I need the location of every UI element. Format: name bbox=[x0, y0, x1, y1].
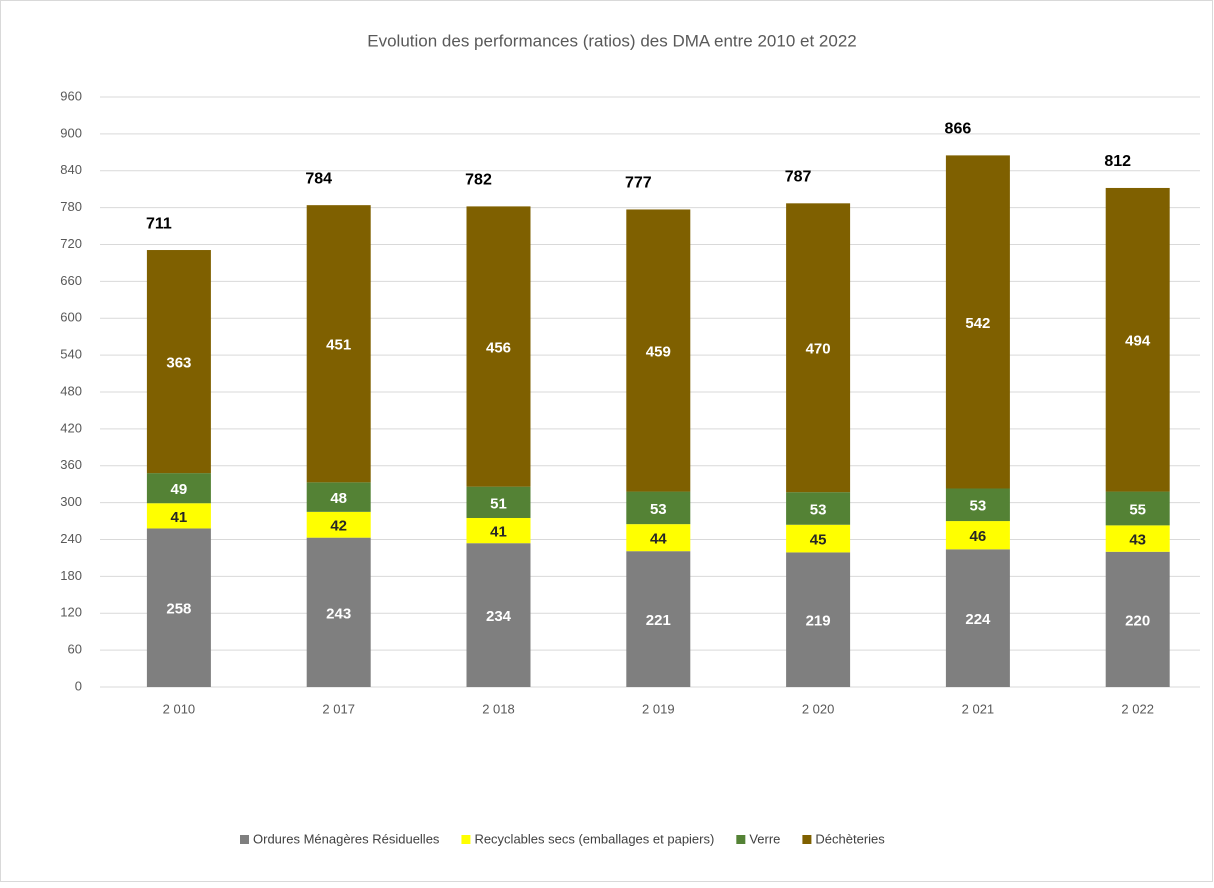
chart-title: Evolution des performances (ratios) des … bbox=[367, 31, 857, 50]
y-tick-label: 720 bbox=[60, 236, 82, 251]
data-label: 49 bbox=[171, 481, 188, 498]
data-label: 45 bbox=[810, 532, 827, 549]
y-tick-label: 420 bbox=[60, 420, 82, 435]
y-tick-label: 540 bbox=[60, 347, 82, 362]
bar-segment bbox=[306, 511, 371, 538]
x-tick-label: 2 020 bbox=[802, 701, 835, 716]
x-tick-label: 2 022 bbox=[1121, 701, 1154, 716]
bar-segment bbox=[146, 250, 211, 474]
data-label: 470 bbox=[806, 341, 831, 358]
bar-segment bbox=[786, 203, 851, 493]
total-label: 784 bbox=[305, 170, 332, 187]
bar-segment bbox=[466, 517, 531, 544]
data-label: 53 bbox=[970, 498, 987, 515]
data-label: 43 bbox=[1129, 532, 1146, 549]
bar-segment bbox=[786, 492, 851, 525]
total-label: 812 bbox=[1104, 153, 1131, 170]
bar-segment bbox=[945, 521, 1010, 550]
bar-segment bbox=[1105, 491, 1170, 526]
data-label: 234 bbox=[486, 608, 512, 625]
x-tick-label: 2 010 bbox=[163, 701, 196, 716]
data-label: 221 bbox=[646, 612, 671, 629]
y-tick-label: 180 bbox=[60, 568, 82, 583]
total-label: 711 bbox=[146, 215, 172, 232]
y-tick-label: 780 bbox=[60, 199, 82, 214]
legend-swatch bbox=[461, 835, 471, 844]
y-tick-label: 840 bbox=[60, 162, 82, 177]
data-label: 48 bbox=[330, 490, 347, 507]
data-label: 44 bbox=[650, 531, 667, 548]
total-label: 787 bbox=[785, 169, 812, 186]
bar-segment bbox=[306, 205, 371, 483]
legend-label: Déchèteries bbox=[815, 831, 885, 846]
legend-swatch bbox=[802, 835, 812, 844]
bar-segment bbox=[466, 486, 531, 518]
bar-segment bbox=[945, 155, 1010, 489]
data-label: 258 bbox=[166, 601, 191, 618]
y-tick-label: 600 bbox=[60, 310, 82, 325]
legend-swatch bbox=[736, 835, 746, 844]
bar-segment bbox=[1105, 187, 1170, 492]
bar-segment bbox=[626, 524, 691, 552]
bar-segment bbox=[146, 528, 211, 687]
y-tick-label: 360 bbox=[60, 457, 82, 472]
total-label: 777 bbox=[625, 175, 652, 192]
x-tick-label: 2 021 bbox=[962, 701, 995, 716]
data-label: 243 bbox=[326, 605, 351, 622]
data-label: 42 bbox=[330, 518, 347, 535]
bar-segment bbox=[786, 524, 851, 553]
total-label: 866 bbox=[945, 121, 972, 138]
data-label: 51 bbox=[490, 495, 507, 512]
data-label: 53 bbox=[810, 501, 827, 518]
x-tick-label: 2 017 bbox=[322, 701, 355, 716]
bar-segment bbox=[306, 482, 371, 512]
legend-label: Verre bbox=[749, 831, 780, 846]
x-tick-label: 2 019 bbox=[642, 701, 675, 716]
bar-segment bbox=[466, 206, 531, 487]
y-tick-label: 960 bbox=[60, 88, 82, 103]
data-label: 220 bbox=[1125, 612, 1150, 629]
y-tick-label: 60 bbox=[68, 642, 82, 657]
legend-swatch bbox=[240, 835, 249, 844]
data-label: 224 bbox=[965, 611, 991, 628]
legend-label: Ordures Ménagères Résiduelles bbox=[253, 831, 440, 846]
bar-segment bbox=[786, 552, 851, 687]
bar-segment bbox=[626, 491, 691, 525]
data-label: 41 bbox=[171, 509, 188, 526]
data-label: 456 bbox=[486, 339, 511, 356]
bar-segment bbox=[945, 549, 1010, 687]
data-label: 55 bbox=[1129, 501, 1146, 518]
y-tick-label: 240 bbox=[60, 531, 82, 546]
y-tick-label: 480 bbox=[60, 383, 82, 398]
data-label: 219 bbox=[806, 613, 831, 630]
y-tick-label: 0 bbox=[75, 678, 82, 693]
data-label: 459 bbox=[646, 343, 671, 360]
bar-segment bbox=[945, 488, 1010, 522]
data-label: 494 bbox=[1125, 333, 1151, 350]
y-tick-label: 120 bbox=[60, 605, 82, 620]
bar-segment bbox=[626, 551, 691, 687]
bar-segment bbox=[146, 473, 211, 504]
data-label: 53 bbox=[650, 501, 667, 518]
y-tick-label: 660 bbox=[60, 273, 82, 288]
total-label: 782 bbox=[465, 172, 492, 189]
x-tick-label: 2 018 bbox=[482, 701, 515, 716]
bar-segment bbox=[466, 543, 531, 687]
y-tick-label: 300 bbox=[60, 494, 82, 509]
data-label: 41 bbox=[490, 524, 507, 541]
legend-label: Recyclables secs (emballages et papiers) bbox=[474, 831, 714, 846]
data-label: 542 bbox=[965, 315, 990, 332]
bar-segment bbox=[1105, 551, 1170, 687]
data-label: 451 bbox=[326, 337, 351, 354]
data-label: 363 bbox=[166, 355, 191, 372]
bar-segment bbox=[626, 209, 691, 492]
bar-segment bbox=[306, 537, 371, 687]
y-tick-label: 900 bbox=[60, 125, 82, 140]
bar-segment bbox=[146, 503, 211, 529]
bar-segment bbox=[1105, 525, 1170, 552]
data-label: 46 bbox=[970, 528, 987, 545]
